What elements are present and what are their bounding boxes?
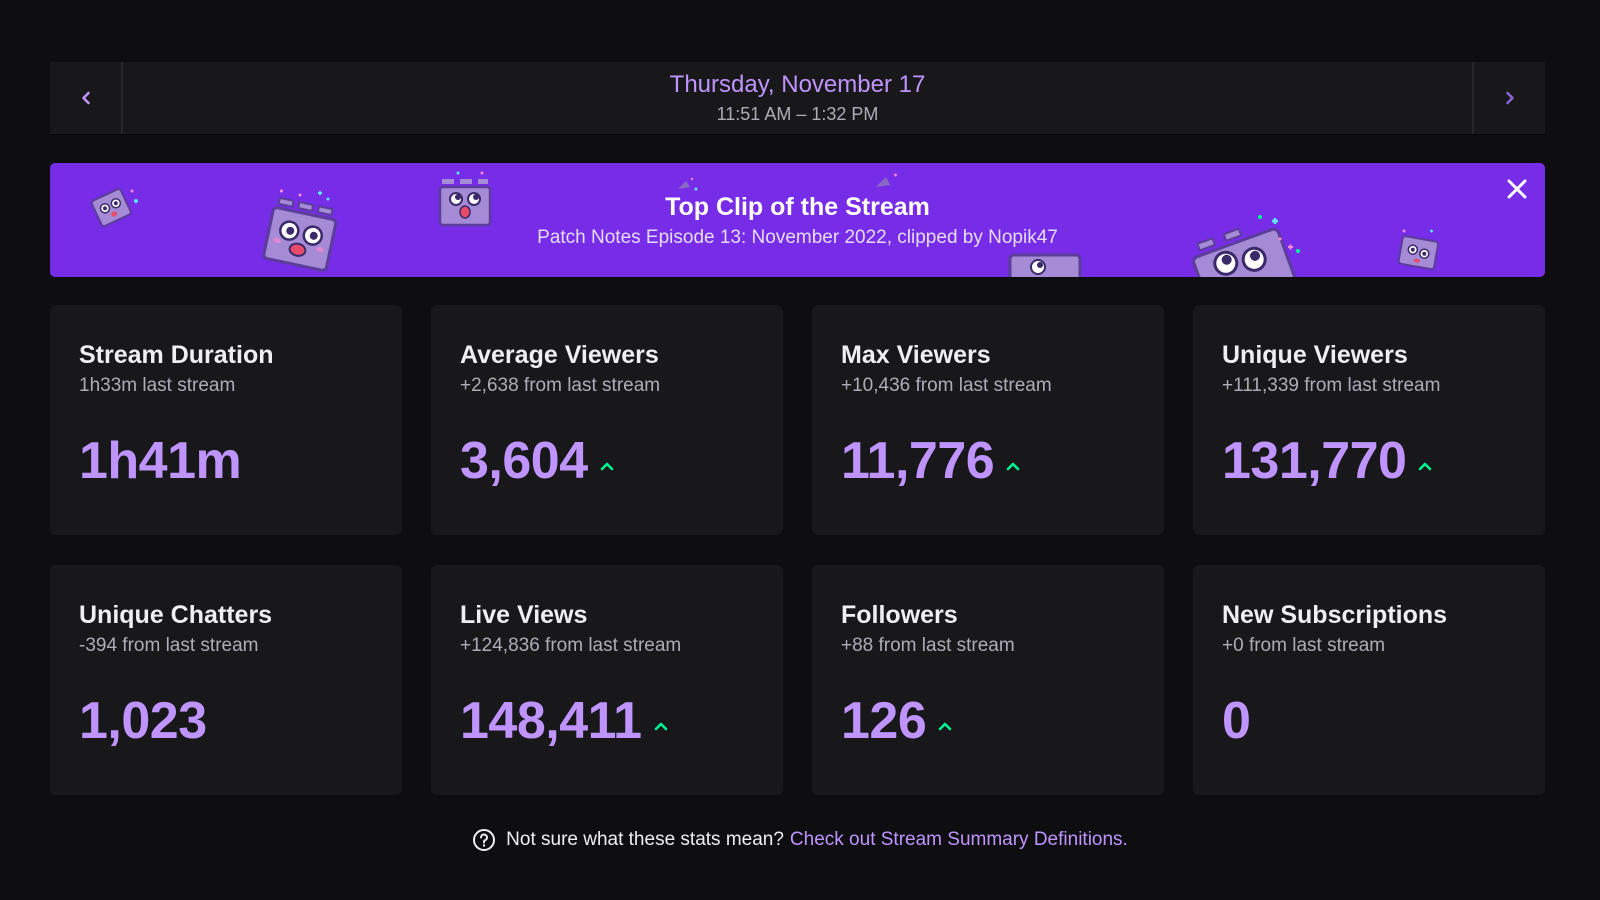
stat-title: Unique Chatters: [79, 601, 273, 629]
top-clip-title: Top Clip of the Stream: [665, 193, 930, 221]
stat-comparison: 1h33m last stream: [79, 375, 236, 396]
stat-value: 131,770: [1222, 432, 1407, 490]
confetti-icon: [876, 173, 897, 187]
clapperboard-mascot-icon: [1192, 215, 1300, 277]
stat-title: Unique Viewers: [1222, 341, 1408, 369]
stat-value: 1h41m: [79, 432, 242, 490]
clapperboard-mascot-icon: [1008, 253, 1082, 277]
clapperboard-mascot-icon: [438, 171, 492, 227]
stat-title: New Subscriptions: [1222, 601, 1448, 629]
trend-up-icon: [600, 462, 613, 471]
stat-comparison: +2,638 from last stream: [460, 375, 661, 396]
stat-value: 148,411: [460, 692, 642, 750]
previous-stream-button[interactable]: [50, 62, 123, 134]
trend-up-icon: [1419, 462, 1432, 471]
stat-value: 1,023: [79, 692, 207, 750]
stat-comparison: +88 from last stream: [841, 635, 1015, 656]
stat-comparison: +111,339 from last stream: [1222, 375, 1441, 396]
top-clip-banner[interactable]: Top Clip of the Stream Patch Notes Episo…: [50, 163, 1545, 277]
stats-help-footer: Not sure what these stats mean? Check ou…: [0, 828, 1600, 852]
next-stream-button[interactable]: [1472, 62, 1545, 134]
stat-value: 3,604: [460, 432, 588, 490]
stat-card-max-viewers: Max Viewers +10,436 from last stream 11,…: [812, 305, 1164, 535]
stat-card-unique-chatters: Unique Chatters -394 from last stream 1,…: [50, 565, 402, 795]
stat-title: Stream Duration: [79, 341, 274, 369]
trend-up-icon: [654, 722, 667, 731]
confetti-icon: [678, 177, 698, 191]
stream-date: Thursday, November 17: [669, 71, 926, 98]
stat-card-stream-duration: Stream Duration 1h33m last stream 1h41m: [50, 305, 402, 535]
top-clip-text: Top Clip of the Stream Patch Notes Episo…: [50, 191, 1545, 251]
definitions-link[interactable]: Check out Stream Summary Definitions.: [789, 829, 1128, 850]
stat-value: 0: [1222, 692, 1251, 750]
stat-title: Live Views: [460, 601, 588, 629]
trend-up-icon: [1006, 462, 1020, 471]
stat-title: Max Viewers: [841, 341, 991, 369]
date-display: Thursday, November 17 11:51 AM – 1:32 PM: [123, 62, 1472, 134]
question-circle-icon: [473, 829, 496, 851]
trend-up-icon: [938, 722, 952, 731]
stat-card-average-viewers: Average Viewers +2,638 from last stream …: [431, 305, 783, 535]
chevron-left-icon: [81, 91, 90, 105]
clapperboard-mascot-icon: [1397, 229, 1440, 271]
help-text: Not sure what these stats mean?: [506, 829, 784, 850]
stat-card-live-views: Live Views +124,836 from last stream 148…: [431, 565, 783, 795]
stat-comparison: +124,836 from last stream: [460, 635, 682, 656]
chevron-right-icon: [1505, 91, 1514, 105]
stat-card-unique-viewers: Unique Viewers +111,339 from last stream…: [1193, 305, 1545, 535]
stat-comparison: -394 from last stream: [79, 635, 259, 656]
stat-comparison: +10,436 from last stream: [841, 375, 1052, 396]
close-banner-button[interactable]: [1503, 175, 1531, 203]
stream-time-range: 11:51 AM – 1:32 PM: [716, 104, 879, 124]
clapperboard-mascot-icon: [262, 189, 338, 272]
close-icon: [1507, 179, 1527, 199]
stat-title: Average Viewers: [460, 341, 659, 369]
stat-value: 11,776: [841, 432, 995, 490]
clapperboard-mascot-icon: [90, 188, 138, 228]
stat-card-new-subscriptions: New Subscriptions +0 from last stream 0: [1193, 565, 1545, 795]
date-navigator: Thursday, November 17 11:51 AM – 1:32 PM: [50, 62, 1545, 134]
stat-value: 126: [841, 692, 927, 750]
stat-comparison: +0 from last stream: [1222, 635, 1386, 656]
top-clip-subtitle[interactable]: Patch Notes Episode 13: November 2022, c…: [537, 227, 1058, 248]
stat-title: Followers: [841, 601, 958, 629]
stat-card-followers: Followers +88 from last stream 126: [812, 565, 1164, 795]
